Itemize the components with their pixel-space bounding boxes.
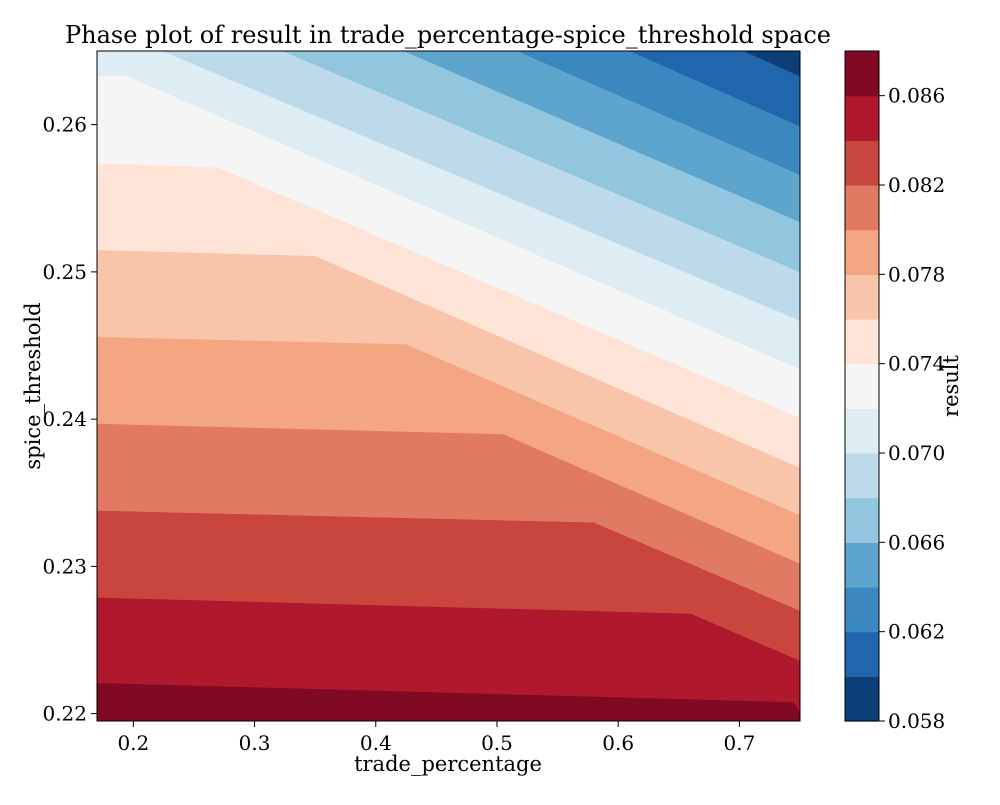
colorbar-tick-label: 0.058 (888, 709, 945, 733)
colorbar-tick-label: 0.070 (888, 441, 945, 465)
colorbar-segment (845, 363, 879, 409)
colorbar-segment (845, 185, 879, 231)
contour-band-5 (97, 336, 800, 564)
contour-bands (97, 51, 800, 721)
colorbar-segment (845, 676, 879, 722)
colorbar-segment (845, 542, 879, 588)
y-tick-label: 0.22 (42, 702, 87, 726)
contour-band-6 (97, 249, 800, 516)
y-axis-ticks: 0.22 0.23 0.24 0.25 0.26 (42, 113, 97, 726)
x-tick-label: 0.7 (723, 731, 755, 755)
colorbar-segment (845, 51, 879, 97)
contour-band-4 (97, 423, 800, 611)
contour-band-13 (516, 51, 800, 176)
x-tick-label: 0.6 (602, 731, 634, 755)
x-axis-label: trade_percentage (354, 752, 542, 776)
contour-band-15 (743, 51, 800, 77)
x-tick-label: 0.3 (239, 731, 271, 755)
y-tick-label: 0.25 (42, 260, 87, 284)
chart-title: Phase plot of result in trade_percentage… (65, 21, 831, 49)
x-tick-label: 0.4 (360, 731, 392, 755)
colorbar-segment (845, 319, 879, 365)
plot-frame (96, 50, 801, 722)
y-axis-label: spice_threshold (21, 302, 45, 469)
colorbar-segment (845, 95, 879, 141)
colorbar-tick-label: 0.078 (888, 262, 945, 286)
contour-band-2 (97, 596, 800, 713)
contour-band-12 (403, 51, 800, 223)
colorbar-tick-label: 0.062 (888, 620, 945, 644)
colorbar-segment (845, 229, 879, 275)
colorbar-frame (844, 50, 880, 722)
colorbar-tick-label: 0.074 (888, 352, 945, 376)
colorbar-tick-label: 0.086 (888, 84, 945, 108)
x-tick-label: 0.5 (481, 731, 513, 755)
contour-band-10 (162, 51, 800, 321)
colorbar-tick-label: 0.082 (888, 173, 945, 197)
y-tick-label: 0.23 (42, 554, 87, 578)
x-axis-ticks: 0.2 0.3 0.4 0.5 0.6 0.7 (117, 721, 755, 755)
colorbar-segment (845, 453, 879, 499)
contour-band-11 (282, 51, 800, 273)
colorbar-segment (845, 408, 879, 454)
x-tick-label: 0.2 (117, 731, 149, 755)
contour-band-3 (97, 510, 800, 661)
contour-band-9 (97, 51, 800, 370)
colorbar-segment (845, 497, 879, 543)
y-tick-label: 0.26 (42, 113, 87, 137)
colorbar-segment (845, 631, 879, 677)
colorbar-segment (845, 274, 879, 320)
contour-band-8 (97, 75, 800, 419)
contour-band-14 (629, 51, 800, 127)
y-tick-label: 0.24 (42, 407, 87, 431)
colorbar: 0.058 0.062 0.066 0.070 0.074 0.078 0.082 0.086 (844, 50, 945, 733)
colorbar-segment (845, 587, 879, 633)
colorbar-label: result (939, 354, 963, 416)
colorbar-tick-label: 0.066 (888, 530, 945, 554)
colorbar-segment (845, 140, 879, 186)
contour-band-7 (97, 162, 800, 469)
